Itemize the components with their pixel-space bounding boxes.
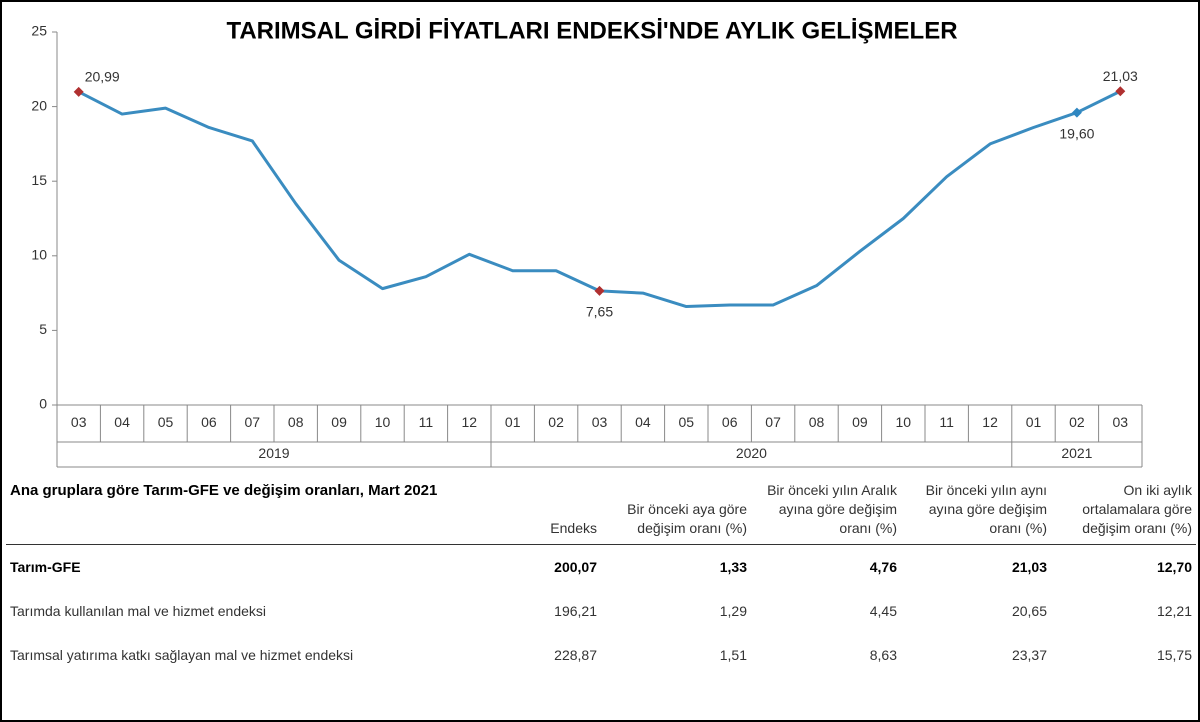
- table-cell: 8,63: [869, 647, 897, 663]
- table-cell: 21,03: [1011, 559, 1047, 575]
- x-tick-label: 08: [288, 414, 304, 430]
- column-header: Endeks: [550, 520, 597, 536]
- row-label: Tarımsal yatırıma katkı sağlayan mal ve …: [10, 647, 354, 663]
- table-cell: 228,87: [554, 647, 597, 663]
- x-tick-label: 09: [852, 414, 868, 430]
- group-label: 2021: [1061, 445, 1092, 461]
- x-tick-label: 01: [1026, 414, 1042, 430]
- x-tick-label: 06: [722, 414, 738, 430]
- data-marker: [73, 86, 84, 97]
- data-label: 20,99: [85, 69, 120, 85]
- chart-title: TARIMSAL GİRDİ FİYATLARI ENDEKSİ'NDE AYL…: [226, 17, 957, 44]
- table-row: Tarım-GFE 200,07 1,33 4,76 21,03 12,70: [6, 545, 1196, 590]
- x-tick-label: 08: [809, 414, 825, 430]
- x-tick-label: 01: [505, 414, 521, 430]
- row-label: Tarım-GFE: [10, 559, 81, 575]
- column-header: Bir önceki aya göre değişim oranı (%): [627, 501, 747, 536]
- group-label: 2020: [736, 445, 767, 461]
- x-tick-label: 04: [114, 414, 130, 430]
- x-tick-label: 10: [896, 414, 912, 430]
- table-cell: 4,45: [869, 603, 897, 619]
- table-title: Ana gruplara göre Tarım-GFE ve değişim o…: [10, 482, 438, 499]
- x-tick-label: 02: [548, 414, 564, 430]
- data-line: [78, 89, 1121, 309]
- row-label: Tarımda kullanılan mal ve hizmet endeksi: [10, 603, 267, 619]
- x-tick-label: 12: [462, 414, 478, 430]
- chart: TARIMSAL GİRDİ FİYATLARI ENDEKSİ'NDE AYL…: [31, 17, 1143, 468]
- data-table: Ana gruplara göre Tarım-GFE ve değişim o…: [6, 475, 1196, 677]
- x-tick-label: 12: [982, 414, 998, 430]
- table-cell: 23,37: [1011, 647, 1047, 663]
- x-tick-label: 05: [158, 414, 174, 430]
- table-cell: 12,21: [1156, 603, 1192, 619]
- x-tick-label: 02: [1069, 414, 1085, 430]
- data-marker: [1115, 86, 1126, 97]
- y-tick-label: 15: [31, 172, 47, 188]
- data-marker: [1071, 107, 1082, 118]
- data-label: 7,65: [586, 304, 613, 320]
- table-cell: 4,76: [869, 559, 897, 575]
- x-tick-label: 04: [635, 414, 651, 430]
- x-tick-label: 03: [592, 414, 608, 430]
- table-row: Tarımsal yatırıma katkı sağlayan mal ve …: [6, 633, 1196, 677]
- table-cell: 196,21: [554, 603, 597, 619]
- table-cell: 1,33: [719, 559, 747, 575]
- y-tick-label: 25: [31, 23, 47, 39]
- group-label: 2019: [258, 445, 289, 461]
- x-tick-label: 11: [939, 414, 954, 430]
- table-cell: 15,75: [1156, 647, 1192, 663]
- table-cell: 20,65: [1011, 603, 1047, 619]
- table-row: Tarımda kullanılan mal ve hizmet endeksi…: [6, 589, 1196, 633]
- data-marker: [594, 285, 605, 296]
- column-header: Bir önceki yılın aynı ayına göre değişim…: [925, 482, 1047, 536]
- x-tick-label: 03: [1113, 414, 1129, 430]
- x-tick-label: 09: [331, 414, 347, 430]
- x-tick-label: 11: [419, 414, 434, 430]
- y-tick-label: 20: [31, 97, 47, 113]
- table-cell: 200,07: [554, 559, 597, 575]
- y-tick-label: 5: [39, 321, 47, 337]
- y-tick-label: 0: [39, 396, 47, 412]
- x-tick-label: 05: [679, 414, 695, 430]
- x-tick-label: 03: [71, 414, 87, 430]
- table-cell: 12,70: [1156, 559, 1192, 575]
- x-tick-label: 07: [765, 414, 781, 430]
- table-cell: 1,29: [719, 603, 747, 619]
- x-tick-label: 07: [245, 414, 261, 430]
- table-cell: 1,51: [719, 647, 747, 663]
- data-label: 19,60: [1059, 125, 1094, 141]
- data-label: 21,03: [1103, 68, 1138, 84]
- x-tick-label: 10: [375, 414, 391, 430]
- y-tick-label: 10: [31, 247, 47, 263]
- column-header: Bir önceki yılın Aralık ayına göre değiş…: [767, 482, 897, 536]
- header-row: Ana gruplara göre Tarım-GFE ve değişim o…: [6, 475, 1196, 545]
- column-header: On iki aylık ortalamalara göre değişim o…: [1082, 482, 1192, 536]
- x-tick-label: 06: [201, 414, 217, 430]
